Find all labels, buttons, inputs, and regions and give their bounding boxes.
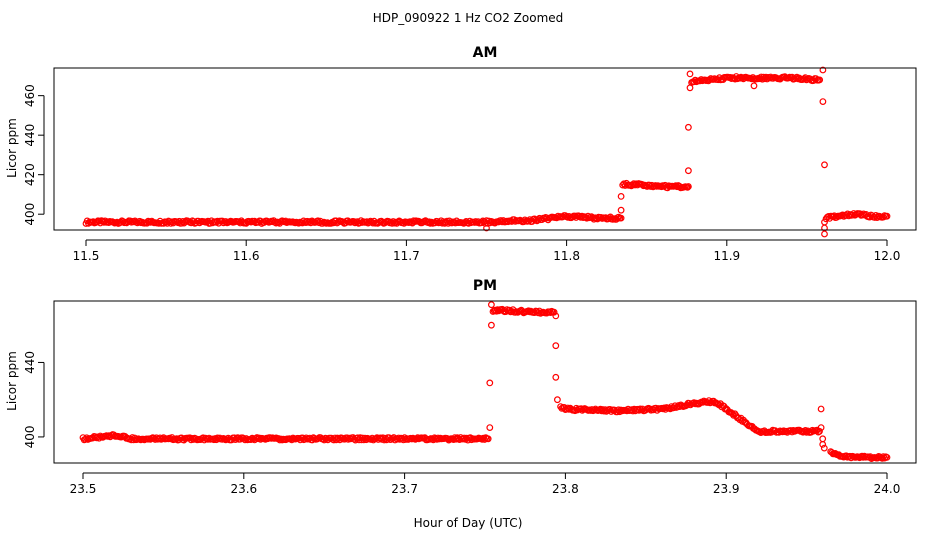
pm-data-point xyxy=(880,453,887,461)
am-data-point xyxy=(617,206,625,214)
am-data-point xyxy=(685,123,692,131)
am-data-point xyxy=(686,70,694,78)
pm-y-tick-label: 400 xyxy=(23,425,37,448)
pm-data-point xyxy=(883,454,891,461)
pm-data-point xyxy=(816,427,823,435)
pm-data-point xyxy=(552,342,560,350)
am-y-tick-label: 460 xyxy=(23,84,37,107)
am-data-point xyxy=(819,98,827,105)
pm-plot-frame xyxy=(53,300,917,464)
am-x-tick-label: 11.9 xyxy=(713,249,740,263)
am-data-point xyxy=(821,161,828,169)
pm-data-point xyxy=(547,309,554,317)
am-x-tick-label: 11.6 xyxy=(233,249,260,263)
pm-x-axis: 23.5 23.6 23.7 23.8 23.9 24.0 xyxy=(70,472,901,496)
am-data-point xyxy=(617,192,625,200)
am-data-point xyxy=(685,183,692,190)
am-data-point xyxy=(750,82,758,90)
pm-data-point xyxy=(486,379,494,387)
pm-x-tick-label: 23.5 xyxy=(70,482,97,496)
am-x-tick-label: 11.5 xyxy=(73,249,100,263)
pm-data-point xyxy=(256,434,263,442)
pm-panel-title: PM xyxy=(473,278,497,294)
am-data-points xyxy=(82,66,891,238)
am-plot-frame xyxy=(53,67,917,231)
pm-data-point xyxy=(554,396,561,404)
am-x-tick-label: 11.8 xyxy=(553,249,580,263)
pm-data-point xyxy=(361,434,369,442)
pm-data-point xyxy=(803,428,810,436)
pm-x-tick-label: 24.0 xyxy=(874,482,901,496)
x-axis-label: Hour of Day (UTC) xyxy=(414,516,523,530)
am-data-point xyxy=(394,218,402,226)
am-data-point xyxy=(532,216,540,224)
am-data-point xyxy=(652,182,659,189)
am-y-tick-label: 420 xyxy=(23,163,37,186)
pm-data-point xyxy=(210,436,218,444)
am-data-point xyxy=(883,212,891,220)
am-data-point xyxy=(99,217,107,225)
am-data-point xyxy=(686,84,694,92)
pm-data-points xyxy=(79,301,891,463)
am-y-tick-label: 400 xyxy=(23,203,37,226)
am-y-axis: 400 420 440 460 xyxy=(23,84,45,226)
figure-title: HDP_090922 1 Hz CO2 Zoomed xyxy=(373,11,564,25)
am-data-point xyxy=(302,219,310,227)
pm-data-point xyxy=(817,405,825,413)
pm-data-point xyxy=(820,444,828,452)
am-data-point xyxy=(483,224,490,232)
pm-x-tick-label: 23.9 xyxy=(713,482,740,496)
pm-data-point xyxy=(550,308,558,316)
pm-data-point xyxy=(729,410,736,418)
pm-x-tick-label: 23.6 xyxy=(230,482,257,496)
am-data-point xyxy=(426,219,434,227)
pm-data-point xyxy=(408,435,416,443)
am-x-tick-label: 12.0 xyxy=(874,249,901,263)
pm-data-point xyxy=(82,435,89,443)
pm-data-point xyxy=(819,441,827,448)
pm-data-point xyxy=(484,435,492,443)
pm-data-point xyxy=(488,301,495,309)
pm-data-point xyxy=(377,434,385,442)
pm-x-tick-label: 23.7 xyxy=(391,482,418,496)
pm-y-axis-label: Licor ppm xyxy=(5,351,19,411)
pm-data-point xyxy=(91,433,99,441)
pm-data-point xyxy=(488,321,495,329)
am-data-point xyxy=(571,212,579,220)
am-data-point xyxy=(685,167,692,175)
pm-data-point xyxy=(552,373,560,381)
pm-data-point xyxy=(218,435,226,443)
pm-y-tick-label: 440 xyxy=(23,351,37,374)
pm-x-tick-label: 23.8 xyxy=(552,482,579,496)
am-x-tick-label: 11.7 xyxy=(393,249,420,263)
pm-data-point xyxy=(565,405,573,413)
am-data-point xyxy=(617,214,625,222)
am-panel-title: AM xyxy=(473,45,498,61)
pm-data-point xyxy=(486,424,494,432)
pm-data-point xyxy=(552,312,560,320)
pm-y-axis: 400 440 xyxy=(23,351,45,448)
am-y-axis-label: Licor ppm xyxy=(5,118,19,178)
am-data-point xyxy=(684,183,691,191)
pm-data-point xyxy=(819,435,827,443)
am-data-point xyxy=(819,66,827,74)
am-y-tick-label: 440 xyxy=(23,124,37,147)
am-data-point xyxy=(821,230,828,238)
am-data-point xyxy=(816,76,824,84)
pm-data-point xyxy=(105,432,113,440)
am-data-point xyxy=(564,213,572,221)
am-x-axis: 11.5 11.6 11.7 11.8 11.9 12.0 xyxy=(73,239,901,263)
pm-data-point xyxy=(597,405,604,413)
pm-data-point xyxy=(817,424,825,432)
